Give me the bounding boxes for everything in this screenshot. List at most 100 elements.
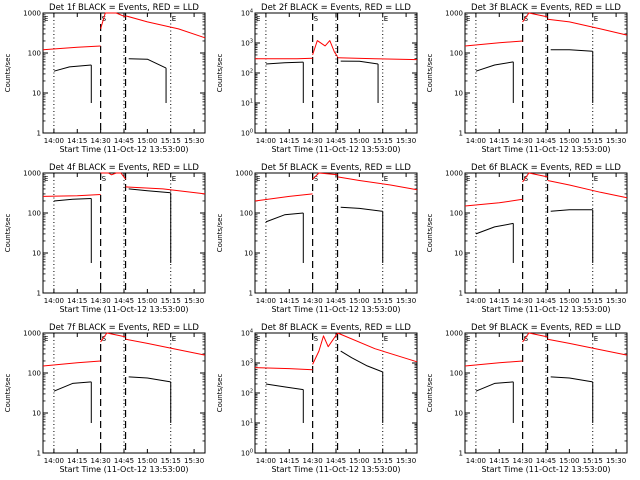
y-tick-label: 103 <box>241 359 253 368</box>
marker-label: E <box>594 335 598 343</box>
series-events-line <box>550 209 593 212</box>
x-tick-label: 14:00 <box>256 137 276 145</box>
y-tick-label: 1 <box>37 290 41 298</box>
x-tick-label: 15:30 <box>606 297 626 305</box>
y-tick-label: 100 <box>450 50 463 58</box>
x-tick-label: 14:30 <box>303 457 323 465</box>
x-tick-label: 15:30 <box>606 137 626 145</box>
x-tick-label: 14:30 <box>91 457 111 465</box>
x-tick-label: 14:45 <box>326 297 346 305</box>
x-tick-label: 14:15 <box>279 137 299 145</box>
series-events-line <box>340 350 383 373</box>
series-lld-line <box>464 40 523 47</box>
marker-label: E <box>384 15 388 23</box>
y-tick-label: 104 <box>241 9 253 18</box>
x-tick-label: 14:15 <box>279 297 299 305</box>
y-axis-label: Counts/sec <box>426 54 434 93</box>
series-events-line <box>340 206 383 212</box>
x-tick-label: 15:00 <box>349 137 369 145</box>
x-axis-label: Start Time (11-Oct-12 13:53:00) <box>481 305 610 314</box>
x-tick-label: 15:30 <box>184 137 204 145</box>
marker-label: E <box>384 175 388 183</box>
y-tick-label: 1000 <box>445 330 463 338</box>
marker-label: E <box>466 175 470 183</box>
series-lld-line <box>522 172 548 183</box>
marker-label: E <box>594 15 598 23</box>
x-tick-label: 14:45 <box>326 137 346 145</box>
x-tick-label: 15:30 <box>184 297 204 305</box>
series-lld-line <box>337 332 418 363</box>
y-tick-label: 1 <box>249 290 253 298</box>
y-tick-label: 103 <box>241 39 253 48</box>
x-axis-label: Start Time (11-Oct-12 13:53:00) <box>271 145 400 154</box>
y-tick-label: 1000 <box>235 170 253 178</box>
x-tick-label: 14:30 <box>91 137 111 145</box>
x-axis-label: Start Time (11-Oct-12 13:53:00) <box>271 465 400 474</box>
y-tick-label: 100 <box>28 210 41 218</box>
x-tick-label: 15:15 <box>583 457 603 465</box>
x-tick-label: 15:15 <box>373 297 393 305</box>
y-axis-label: Counts/sec <box>4 214 12 253</box>
x-tick-label: 14:45 <box>536 457 556 465</box>
marker-label: S <box>102 335 107 343</box>
y-tick-label: 1000 <box>23 10 41 18</box>
y-axis-label: Counts/sec <box>216 214 224 253</box>
marker-label: E <box>44 335 48 343</box>
series-lld-line <box>42 360 101 367</box>
series-events-line <box>475 222 514 235</box>
x-tick-label: 15:30 <box>396 137 416 145</box>
series-lld-line <box>42 45 101 51</box>
series-lld-line <box>547 180 628 199</box>
y-axis-label: Counts/sec <box>426 214 434 253</box>
x-tick-label: 14:00 <box>256 457 276 465</box>
marker-label: E <box>44 15 48 23</box>
marker-label: S <box>524 15 529 23</box>
series-events-line <box>128 188 171 194</box>
marker-label: E <box>466 15 470 23</box>
x-tick-label: 15:00 <box>349 457 369 465</box>
series-lld-line <box>100 172 126 180</box>
series-lld-line <box>254 193 313 202</box>
x-tick-label: 15:00 <box>349 297 369 305</box>
x-tick-label: 14:15 <box>67 137 87 145</box>
marker-label: E <box>256 175 260 183</box>
x-tick-label: 14:45 <box>114 297 134 305</box>
panel-title: Det 8f BLACK = Events, RED = LLD <box>261 323 411 333</box>
series-events-line <box>53 64 92 72</box>
x-axis-label: Start Time (11-Oct-12 13:53:00) <box>59 145 188 154</box>
marker-label: E <box>466 335 470 343</box>
x-tick-label: 14:15 <box>279 457 299 465</box>
x-tick-label: 15:30 <box>396 457 416 465</box>
marker-label: S <box>102 175 107 183</box>
marker-label: S <box>314 15 319 23</box>
x-tick-label: 14:00 <box>466 137 486 145</box>
series-lld-line <box>547 338 628 356</box>
x-tick-label: 15:00 <box>137 137 157 145</box>
x-tick-label: 14:15 <box>489 297 509 305</box>
y-axis-label: Counts/sec <box>4 54 12 93</box>
panel-title: Det 5f BLACK = Events, RED = LLD <box>261 163 411 173</box>
y-tick-label: 100 <box>450 370 463 378</box>
y-tick-label: 1 <box>459 450 463 458</box>
panel-title: Det 9f BLACK = Events, RED = LLD <box>471 323 621 333</box>
series-lld-line <box>100 12 126 30</box>
x-tick-label: 14:00 <box>256 297 276 305</box>
marker-label: S <box>102 15 107 23</box>
marker-label: S <box>524 175 529 183</box>
series-lld-line <box>464 198 523 207</box>
x-tick-label: 15:30 <box>396 297 416 305</box>
series-lld-line <box>125 15 206 39</box>
y-tick-label: 100 <box>28 370 41 378</box>
y-axis-label: Counts/sec <box>4 374 12 413</box>
series-lld-line <box>312 40 339 57</box>
x-tick-label: 14:15 <box>67 457 87 465</box>
panel-title: Det 7f BLACK = Events, RED = LLD <box>49 323 199 333</box>
x-tick-label: 14:15 <box>489 137 509 145</box>
x-tick-label: 14:30 <box>91 297 111 305</box>
series-lld-line <box>125 186 206 195</box>
